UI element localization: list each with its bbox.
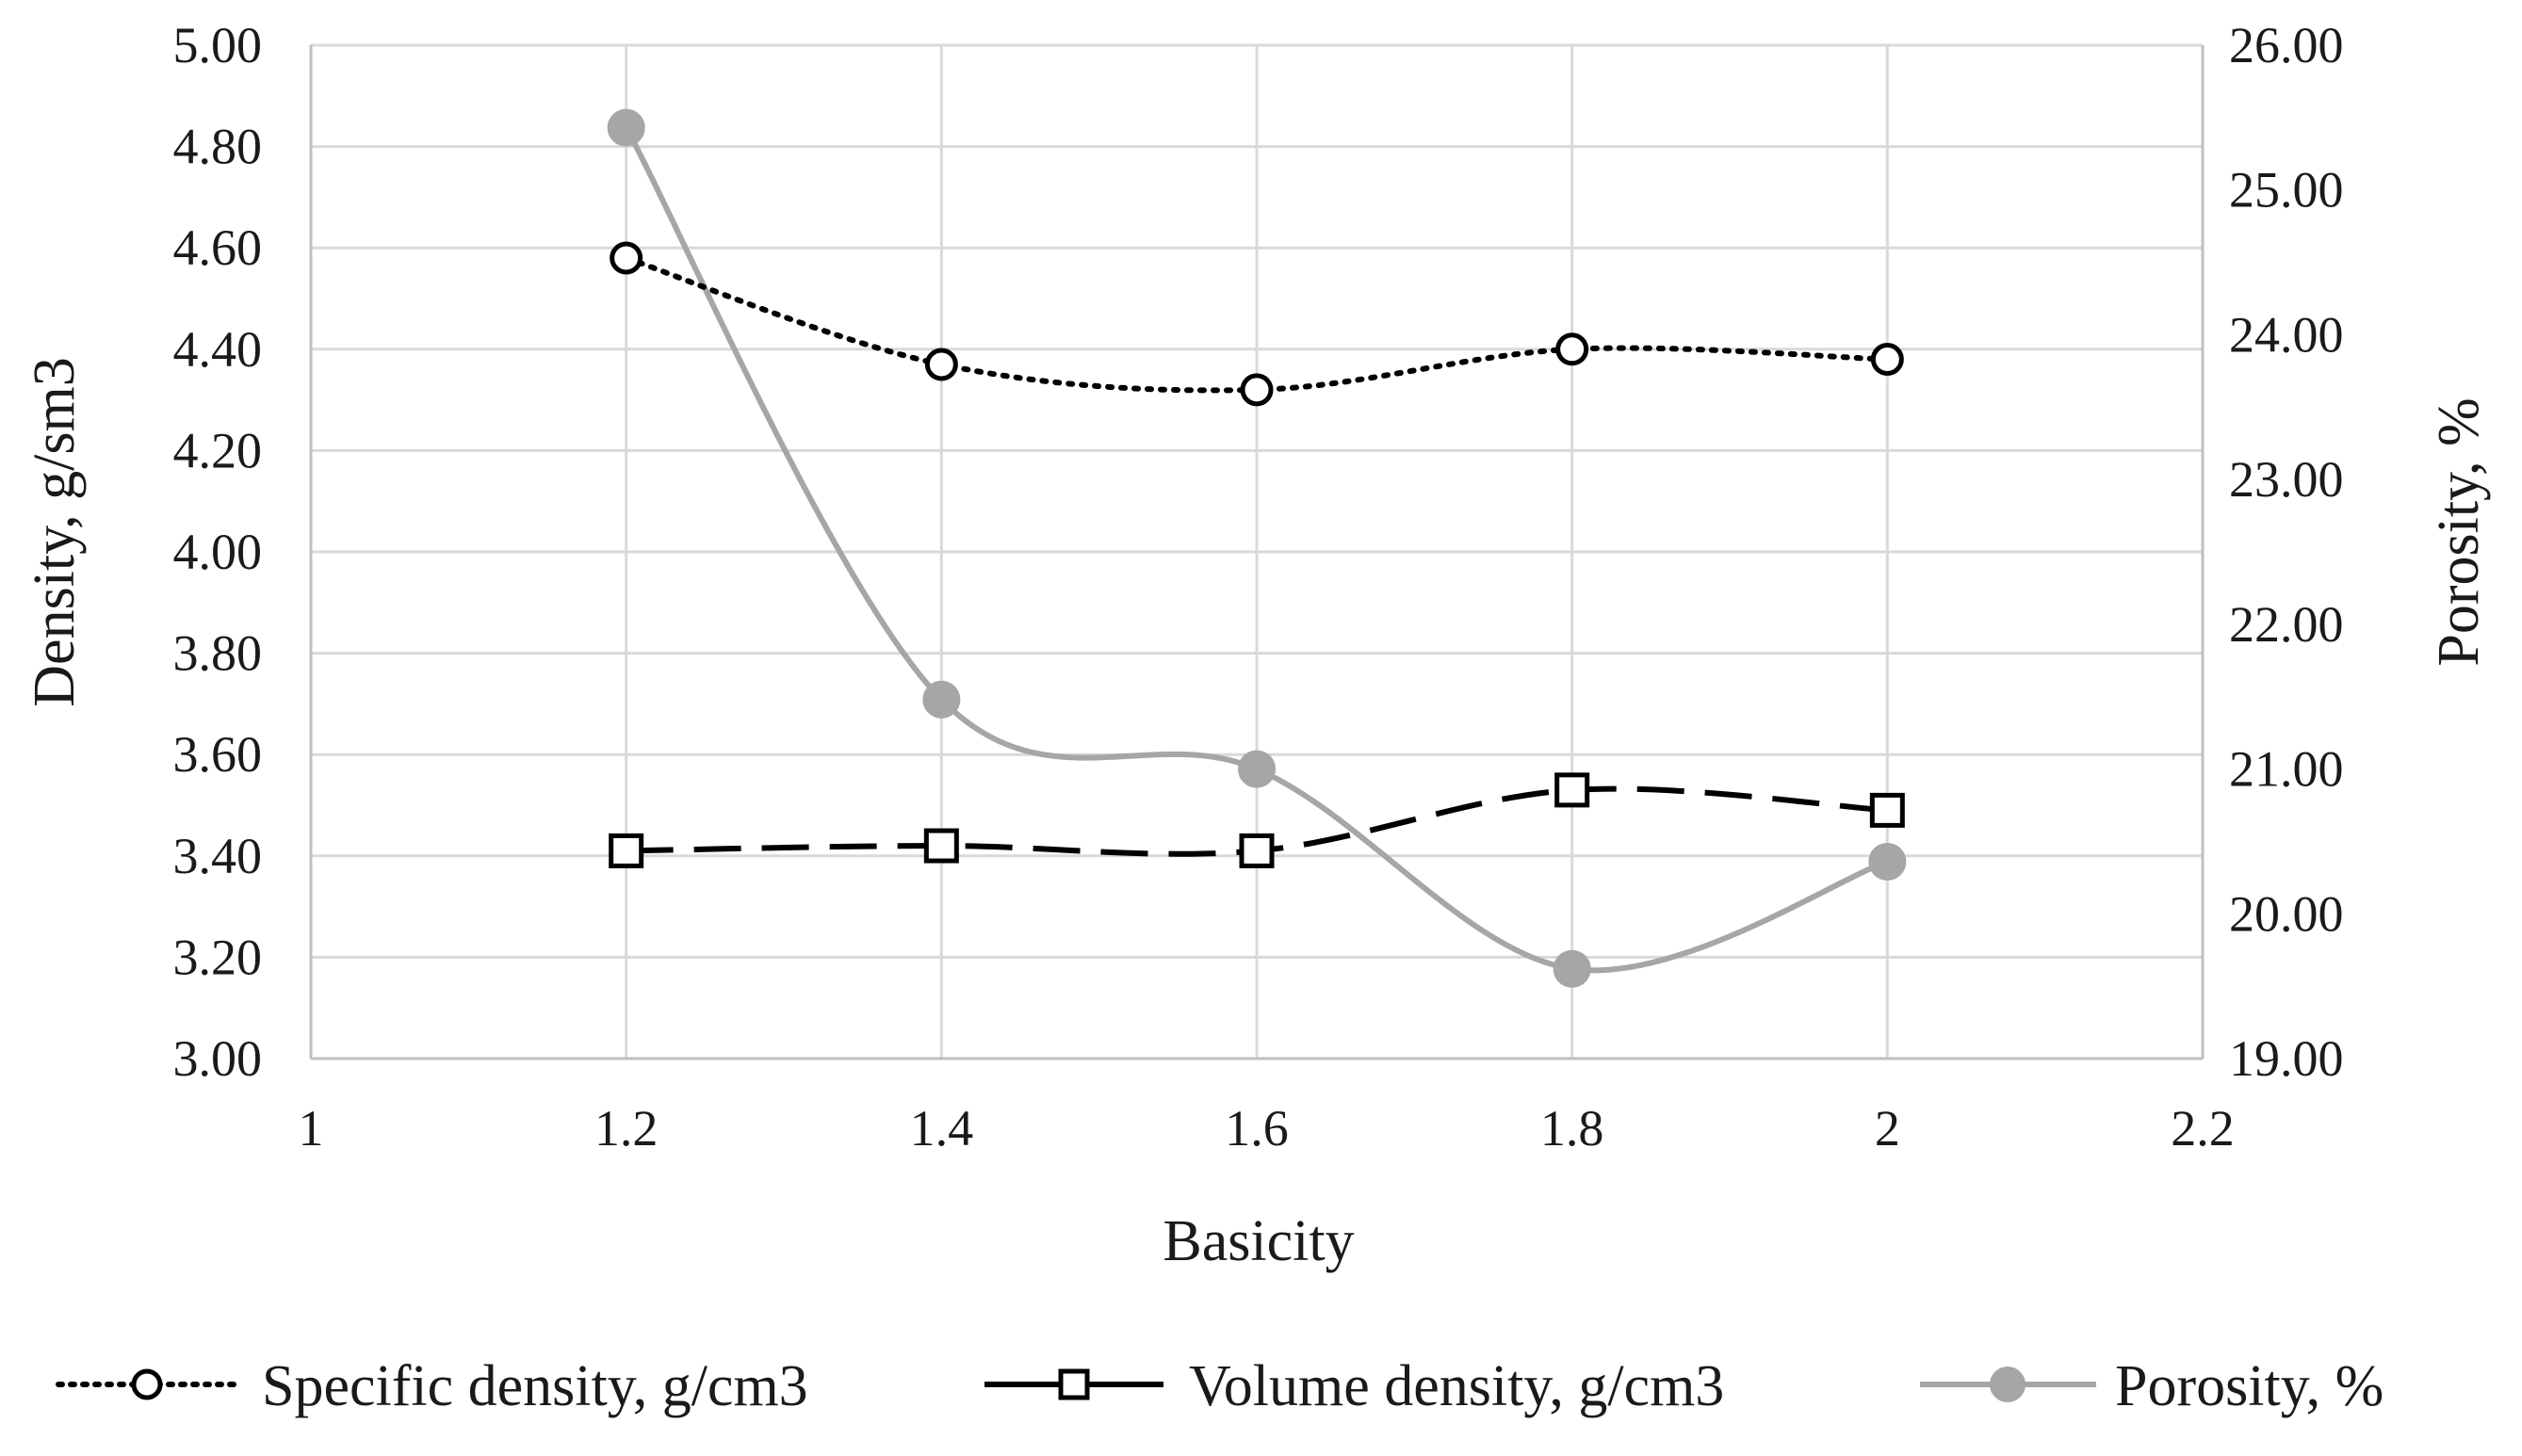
data-point [1868,842,1907,881]
legend-label-porosity: Porosity, % [2115,1354,2384,1418]
y-tick-label: 3.40 [173,828,263,884]
data-point [923,828,959,864]
series-layer [607,108,1907,988]
x-axis-title: Basicity [1163,1209,1354,1273]
y-tick-label: 3.20 [173,929,263,985]
data-point [1239,833,1275,868]
legend-label-specific-density: Specific density, g/cm3 [262,1354,808,1418]
legend-label-volume-density: Volume density, g/cm3 [1189,1354,1724,1418]
data-point [1870,343,1904,377]
data-point [924,348,958,381]
y-tick-label: 4.20 [173,422,263,478]
data-point [1555,332,1589,366]
y-tick-label: 3.80 [173,625,263,682]
y2-tick-label: 20.00 [2229,885,2344,942]
x-tick-label: 2.2 [2171,1100,2235,1157]
legend: Specific density, g/cm3 Volume density, … [56,1354,2384,1418]
data-point [609,833,644,868]
y-axis-title: Density, g/sm3 [23,357,87,706]
series-specific-density [610,241,1904,407]
series-volume-density [609,772,1905,868]
data-point [1553,949,1591,988]
legend-item-volume-density[interactable]: Volume density, g/cm3 [984,1354,1724,1418]
x-tick-label: 1.6 [1225,1100,1289,1157]
y2-tick-label: 23.00 [2229,451,2344,508]
y2-tick-label: 25.00 [2229,162,2344,218]
y2-tick-label: 24.00 [2229,306,2344,363]
y2-tick-label: 26.00 [2229,17,2344,73]
y2-axis-title: Porosity, % [2427,397,2491,666]
series-line [623,124,1891,974]
data-point [607,108,645,147]
tick-labels: 3.00 3.20 3.40 3.60 3.80 4.00 4.20 4.40 4.60 4.80… [173,17,2344,1157]
series-porosity [607,108,1907,988]
y2-tick-label: 21.00 [2229,741,2344,798]
legend-marker-filled-circle-icon [1990,1367,2026,1402]
grid [309,43,2205,1060]
data-point [922,680,961,719]
x-tick-label: 1.4 [910,1100,974,1157]
x-tick-label: 1 [299,1100,324,1157]
y-tick-label: 4.00 [173,524,263,580]
legend-marker-open-circle-icon [131,1368,163,1400]
legend-item-porosity[interactable]: Porosity, % [1920,1354,2384,1418]
y2-tick-label: 22.00 [2229,596,2344,653]
data-point [1554,772,1590,808]
y-tick-label: 4.80 [173,119,263,175]
legend-marker-open-square-icon [1058,1368,1090,1400]
legend-item-specific-density[interactable]: Specific density, g/cm3 [56,1354,808,1418]
x-tick-label: 1.2 [594,1100,659,1157]
y-tick-label: 5.00 [173,17,263,73]
data-point [1238,750,1276,788]
x-tick-label: 1.8 [1540,1100,1604,1157]
y-tick-label: 3.00 [173,1030,263,1087]
y-tick-label: 4.60 [173,219,263,276]
x-tick-label: 2 [1875,1100,1900,1157]
y-tick-label: 4.40 [173,321,263,378]
data-point [610,241,643,275]
y2-tick-label: 19.00 [2229,1030,2344,1087]
y-tick-label: 3.60 [173,726,263,783]
data-point [1869,792,1905,828]
data-point [1240,373,1274,407]
